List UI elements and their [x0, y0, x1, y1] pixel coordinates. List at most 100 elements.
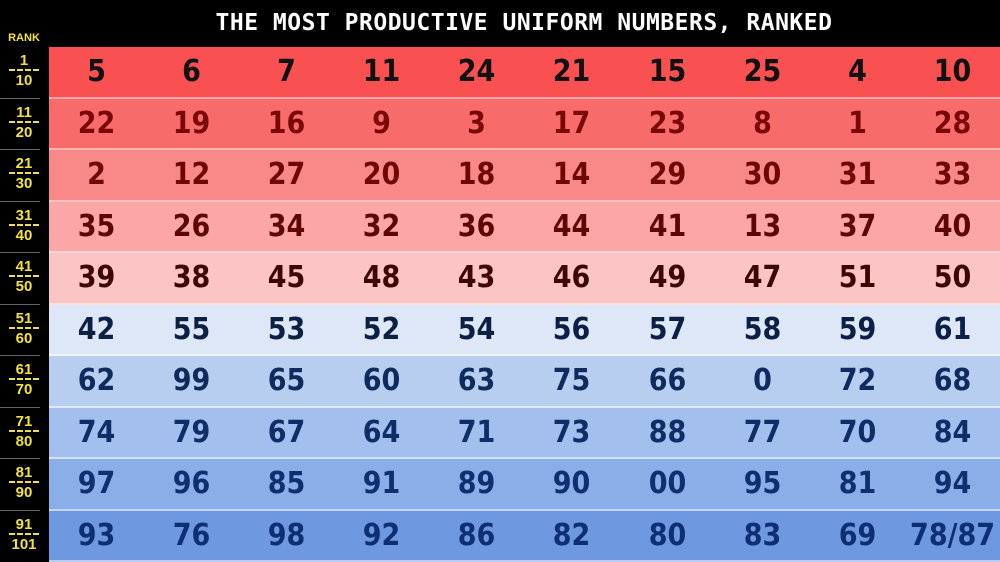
uniform-number-cell: 92	[363, 517, 401, 553]
rank-divider	[9, 223, 39, 226]
uniform-number-cell: 10	[933, 54, 972, 90]
uniform-number-cell: 56	[553, 311, 591, 347]
uniform-number-cell: 39	[77, 260, 116, 296]
rank-range-end: 30	[15, 175, 33, 192]
rank-separator	[0, 355, 40, 356]
uniform-number-cell: 60	[363, 363, 401, 399]
rank-divider	[9, 532, 39, 535]
uniform-number-cell: 95	[743, 466, 781, 502]
rank-range-label: 81 90	[0, 465, 48, 500]
rank-range-label: 11 20	[0, 105, 48, 140]
rank-range-start: 11	[16, 103, 32, 121]
rank-range-label: 21 30	[0, 156, 48, 191]
rank-range-end: 50	[15, 278, 33, 295]
table-row: 22 19 16 9 3 17 23 8 1 28	[49, 98, 1000, 150]
uniform-number-cell: 90	[553, 466, 591, 502]
rank-divider	[9, 378, 39, 380]
rank-range-end: 10	[15, 72, 33, 89]
uniform-number-cell: 27	[267, 157, 306, 193]
uniform-number-cell: 68	[933, 363, 972, 399]
uniform-number-cell: 32	[363, 208, 401, 244]
rank-range-start: 71	[15, 412, 33, 430]
uniform-number-cell: 18	[458, 157, 496, 193]
rank-divider	[9, 326, 39, 329]
rank-range-label: 91 101	[0, 517, 48, 552]
uniform-number-cell: 79	[172, 414, 211, 450]
uniform-number-cell: 49	[648, 260, 686, 296]
uniform-number-cell: 38	[172, 260, 211, 296]
uniform-number-cell: 72	[838, 363, 877, 399]
uniform-number-cell: 45	[267, 260, 306, 296]
uniform-number-cell: 67	[267, 414, 306, 450]
rank-range-start: 1	[19, 52, 29, 69]
uniform-number-cell: 26	[172, 208, 211, 244]
uniform-number-cell: 71	[458, 414, 496, 450]
rank-range-start: 61	[15, 361, 33, 378]
table-row: 97 96 85 91 89 90 00 95 81 94	[49, 459, 1000, 511]
table-row: 39 38 45 48 43 46 49 47 51 50	[49, 253, 1000, 305]
uniform-number-cell: 6	[182, 54, 202, 90]
uniform-number-cell: 73	[553, 414, 591, 450]
rank-separator	[0, 458, 40, 459]
uniform-number-cell: 63	[458, 363, 496, 399]
rank-range-start: 31	[15, 206, 33, 224]
uniform-number-cell: 96	[172, 466, 211, 502]
rank-range-start: 21	[15, 155, 33, 172]
rank-header: RANK	[8, 32, 40, 44]
uniform-number-cell: 19	[172, 105, 211, 141]
uniform-number-cell: 34	[267, 208, 306, 244]
uniform-number-cell: 44	[553, 208, 591, 244]
uniform-number-cell: 00	[648, 466, 686, 502]
uniform-number-cell: 93	[77, 517, 116, 553]
uniform-number-cell: 58	[743, 311, 781, 347]
uniform-number-cell: 14	[553, 157, 591, 193]
uniform-number-cell: 7	[277, 54, 297, 90]
rank-divider	[9, 69, 39, 71]
uniform-number-cell: 31	[838, 157, 877, 193]
uniform-number-cell: 2	[87, 157, 106, 193]
table-row: 2 12 27 20 18 14 29 30 31 33	[49, 150, 1000, 202]
uniform-number-cell: 84	[933, 414, 972, 450]
rank-separator	[0, 303, 40, 305]
uniform-number-cell: 28	[933, 105, 972, 141]
uniform-number-cell: 59	[838, 311, 877, 347]
uniform-number-cell: 83	[743, 517, 781, 553]
uniform-number-cell: 75	[553, 363, 591, 399]
uniform-number-cell: 15	[648, 54, 686, 90]
uniform-number-cell: 74	[77, 414, 116, 450]
rank-separator	[0, 252, 40, 253]
rank-range-label: 31 40	[0, 208, 48, 243]
table-row: 62 99 65 60 63 75 66 0 72 68	[49, 356, 1000, 408]
rank-separator	[0, 97, 40, 99]
uniform-number-cell: 9	[372, 105, 392, 141]
table-row: 35 26 34 32 36 44 41 13 37 40	[49, 201, 1000, 253]
uniform-number-cell: 37	[838, 208, 877, 244]
uniform-number-cell: 42	[77, 311, 116, 347]
uniform-number-cell: 77	[743, 414, 781, 450]
rank-separator	[0, 406, 40, 408]
uniform-number-cell: 46	[553, 260, 591, 296]
rank-range-end: 70	[15, 381, 33, 398]
uniform-number-cell: 36	[458, 208, 496, 244]
rank-range-end: 40	[15, 226, 33, 244]
uniform-number-cell: 29	[648, 157, 686, 193]
uniform-number-cell: 20	[363, 157, 401, 193]
uniform-number-cell: 89	[458, 466, 496, 502]
rank-divider	[9, 172, 39, 174]
chart-title: THE MOST PRODUCTIVE UNIFORM NUMBERS, RAN…	[48, 0, 1000, 46]
uniform-number-cell: 21	[553, 54, 591, 90]
uniform-number-cell: 3	[467, 105, 487, 141]
uniform-number-cell: 81	[838, 466, 877, 502]
uniform-number-cell: 57	[648, 311, 686, 347]
uniform-number-cell: 8	[752, 105, 772, 141]
rank-range-start: 51	[15, 309, 33, 327]
rank-range-end: 101	[11, 535, 37, 553]
uniform-number-cell: 50	[933, 260, 972, 296]
ranking-table: 5 6 7 11 24 21 15 25 4 10 22 19 16 9 3 17 23 8 1 28 2 12 27 20 1…	[49, 47, 1000, 562]
uniform-number-cell: 22	[77, 105, 116, 141]
rank-divider	[9, 120, 39, 123]
rank-range-label: 51 60	[0, 311, 48, 346]
uniform-number-cell: 76	[172, 517, 211, 553]
uniform-number-cell: 70	[838, 414, 877, 450]
uniform-number-cell: 91	[363, 466, 401, 502]
